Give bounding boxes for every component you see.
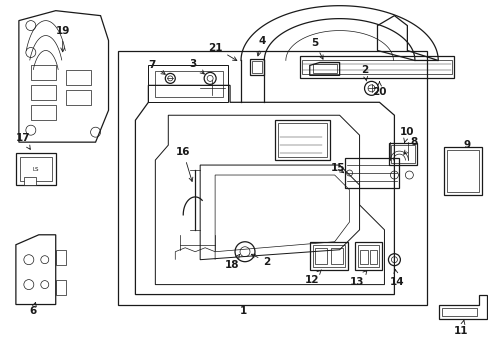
Bar: [118, 50, 427, 305]
Bar: [357, 245, 379, 267]
Bar: [56, 250, 65, 265]
Bar: [274, 120, 329, 160]
Bar: [31, 105, 56, 120]
Text: 9: 9: [463, 140, 470, 150]
Text: 19: 19: [56, 26, 70, 52]
Bar: [312, 245, 344, 267]
Bar: [314, 248, 326, 264]
Bar: [31, 85, 56, 100]
Bar: [388, 143, 416, 165]
Bar: [359, 250, 367, 264]
Text: 13: 13: [349, 270, 366, 287]
Bar: [299, 57, 453, 78]
Text: 14: 14: [389, 269, 404, 287]
Text: 8: 8: [403, 137, 417, 154]
Text: 2: 2: [251, 254, 270, 267]
Bar: [251, 62, 262, 73]
Bar: [441, 307, 476, 316]
Text: 6: 6: [29, 302, 37, 316]
Text: 10: 10: [399, 127, 414, 143]
Bar: [312, 64, 336, 73]
Text: 16: 16: [176, 147, 192, 181]
Text: 3: 3: [189, 59, 204, 74]
Text: 1: 1: [239, 306, 246, 316]
Text: 7: 7: [148, 60, 165, 74]
Text: 2: 2: [360, 66, 367, 81]
Bar: [344, 158, 399, 188]
Bar: [65, 90, 90, 105]
Text: 20: 20: [371, 82, 386, 97]
Text: 5: 5: [310, 37, 323, 59]
Bar: [369, 250, 377, 264]
Bar: [277, 123, 326, 157]
Text: 15: 15: [330, 163, 344, 173]
Text: 21: 21: [207, 42, 236, 60]
Bar: [31, 66, 56, 80]
Bar: [20, 157, 52, 181]
Bar: [309, 242, 347, 270]
Bar: [155, 71, 223, 97]
Bar: [24, 177, 36, 185]
Text: 18: 18: [224, 255, 239, 270]
Bar: [65, 71, 90, 85]
Text: 11: 11: [453, 320, 468, 336]
Bar: [443, 147, 481, 195]
Bar: [56, 280, 65, 294]
Bar: [16, 153, 56, 185]
Bar: [249, 59, 264, 75]
Bar: [390, 145, 414, 163]
Bar: [447, 150, 478, 192]
Text: LS: LS: [33, 167, 39, 172]
Bar: [301, 60, 451, 75]
Text: 17: 17: [16, 133, 30, 149]
Bar: [330, 248, 342, 264]
Text: 4: 4: [257, 36, 265, 56]
Bar: [354, 242, 382, 270]
Text: 12: 12: [304, 270, 321, 285]
